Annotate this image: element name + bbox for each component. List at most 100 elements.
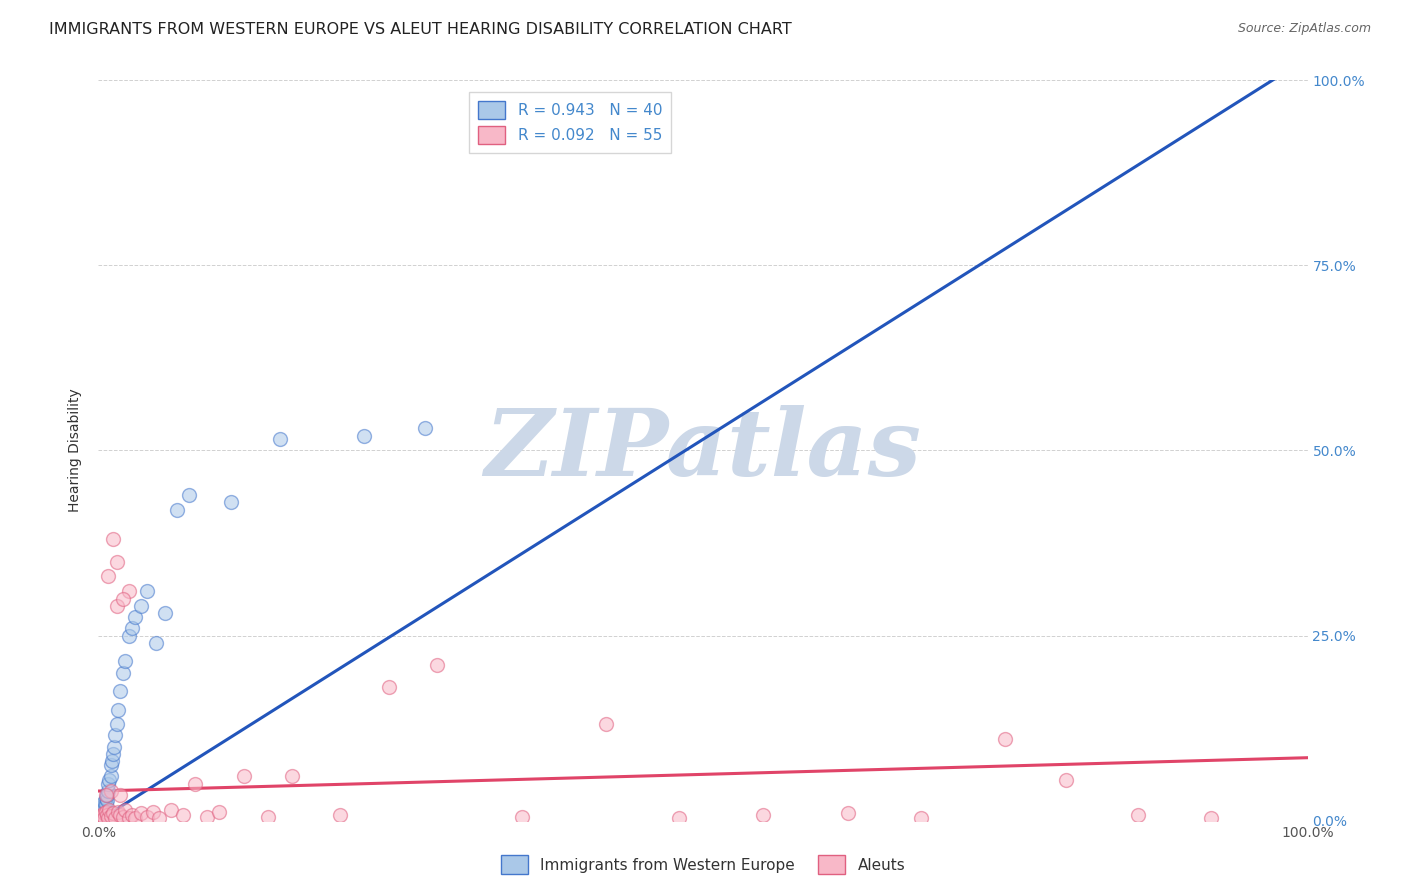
Point	[121, 621, 143, 635]
Point	[100, 784, 122, 798]
Point	[100, 758, 122, 772]
Point	[104, 729, 127, 743]
Point	[94, 788, 117, 802]
Point	[89, 812, 111, 826]
Point	[135, 584, 157, 599]
Point	[101, 533, 124, 547]
Point	[90, 812, 112, 826]
Point	[93, 795, 115, 809]
Point	[98, 803, 121, 817]
Point	[97, 811, 120, 825]
Point	[837, 806, 859, 821]
Point	[124, 610, 146, 624]
Point	[353, 428, 375, 442]
Point	[910, 812, 932, 826]
Legend: Immigrants from Western Europe, Aleuts: Immigrants from Western Europe, Aleuts	[495, 849, 911, 880]
Text: IMMIGRANTS FROM WESTERN EUROPE VS ALEUT HEARING DISABILITY CORRELATION CHART: IMMIGRANTS FROM WESTERN EUROPE VS ALEUT …	[49, 22, 792, 37]
Point	[111, 591, 134, 606]
Point	[994, 732, 1017, 747]
Point	[221, 495, 243, 509]
Point	[103, 739, 125, 754]
Point	[94, 791, 117, 805]
Point	[114, 655, 136, 669]
Point	[107, 805, 129, 819]
Point	[111, 665, 134, 680]
Point	[105, 599, 128, 613]
Point	[108, 807, 131, 822]
Point	[329, 807, 352, 822]
Text: Source: ZipAtlas.com: Source: ZipAtlas.com	[1237, 22, 1371, 36]
Point	[377, 681, 399, 695]
Point	[96, 788, 118, 802]
Point	[100, 755, 122, 769]
Point	[668, 812, 690, 826]
Point	[135, 810, 157, 824]
Point	[129, 806, 152, 821]
Point	[118, 584, 141, 599]
Point	[89, 812, 111, 826]
Point	[108, 684, 131, 698]
Point	[114, 803, 136, 817]
Point	[98, 772, 121, 787]
Point	[100, 769, 122, 783]
Point	[96, 793, 118, 807]
Point	[97, 784, 120, 798]
Point	[91, 803, 114, 817]
Point	[94, 805, 117, 819]
Y-axis label: Hearing Disability: Hearing Disability	[69, 389, 83, 512]
Point	[153, 607, 176, 621]
Point	[129, 599, 152, 613]
Point	[90, 807, 112, 822]
Point	[426, 658, 449, 673]
Legend: R = 0.943   N = 40, R = 0.092   N = 55: R = 0.943 N = 40, R = 0.092 N = 55	[468, 92, 671, 153]
Point	[93, 800, 115, 814]
Point	[1128, 807, 1150, 822]
Point	[179, 488, 201, 502]
Point	[105, 555, 128, 569]
Point	[89, 810, 111, 824]
Point	[184, 776, 207, 791]
Point	[90, 810, 112, 824]
Point	[107, 703, 129, 717]
Point	[160, 803, 183, 817]
Point	[118, 628, 141, 642]
Point	[1199, 812, 1222, 826]
Point	[97, 776, 120, 791]
Point	[96, 807, 118, 822]
Point	[208, 805, 231, 819]
Point	[118, 812, 141, 826]
Point	[111, 810, 134, 824]
Text: ZIPatlas: ZIPatlas	[485, 406, 921, 495]
Point	[142, 805, 165, 819]
Point	[1054, 772, 1077, 787]
Point	[94, 797, 117, 812]
Point	[752, 807, 775, 822]
Point	[166, 502, 188, 516]
Point	[195, 810, 218, 824]
Point	[108, 788, 131, 802]
Point	[413, 421, 436, 435]
Point	[148, 812, 170, 826]
Point	[101, 806, 124, 821]
Point	[281, 769, 304, 783]
Point	[93, 806, 115, 821]
Point	[104, 812, 127, 826]
Point	[100, 809, 122, 823]
Point	[91, 805, 114, 819]
Point	[97, 569, 120, 583]
Point	[172, 807, 194, 822]
Point	[256, 810, 278, 824]
Point	[91, 809, 114, 823]
Point	[93, 812, 115, 826]
Point	[124, 811, 146, 825]
Point	[91, 806, 114, 821]
Point	[101, 747, 124, 761]
Point	[595, 717, 617, 731]
Point	[145, 636, 167, 650]
Point	[91, 798, 114, 813]
Point	[105, 717, 128, 731]
Point	[510, 810, 533, 824]
Point	[232, 769, 254, 783]
Point	[269, 433, 291, 447]
Point	[91, 807, 114, 822]
